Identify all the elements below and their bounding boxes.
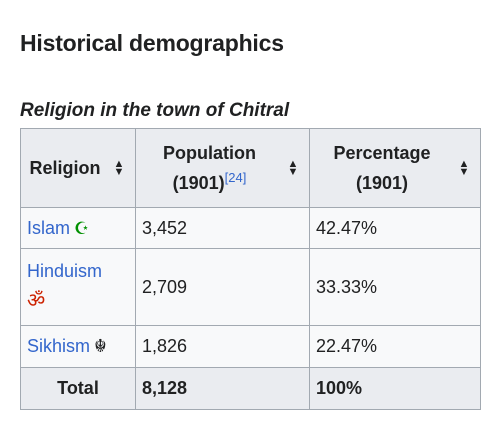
header-percentage-line1: Percentage [333,143,431,163]
table-row: Islam ☪ 3,452 42.47% [20,207,481,249]
om-icon: ॐ [27,290,46,312]
religion-link-sikhism[interactable]: Sikhism [27,336,91,356]
total-population: 8,128 [135,367,310,410]
population-cell: 3,452 [135,207,310,249]
header-religion[interactable]: Religion ▲ ▼ [20,128,136,208]
religion-table: Religion ▲ ▼ Population (1901)[24] ▲ ▼ Per… [20,128,481,410]
population-cell: 1,826 [135,325,310,368]
population-cell: 2,709 [135,248,310,326]
percentage-cell: 42.47% [309,207,481,249]
religion-link-hinduism[interactable]: Hinduism [27,261,103,281]
header-percentage-label: Percentage (1901) [310,138,454,198]
religion-cell: Islam ☪ [20,207,136,249]
khanda-icon: ☬ [94,336,107,356]
sort-icon[interactable]: ▲ ▼ [287,158,299,178]
total-label: Total [20,367,136,410]
percentage-cell: 33.33% [309,248,481,326]
reference-link[interactable]: [24] [224,170,247,185]
header-population[interactable]: Population (1901)[24] ▲ ▼ [135,128,310,208]
religion-table-container: Religion in the town of Chitral Religion… [20,98,481,410]
percentage-cell: 22.47% [309,325,481,368]
table-total-row: Total 8,128 100% [20,367,481,410]
religion-cell: Hinduism ॐ [20,248,136,326]
table-header-row: Religion ▲ ▼ Population (1901)[24] ▲ ▼ Per… [20,128,481,208]
table-caption: Religion in the town of Chitral [20,100,290,121]
header-population-line1: Population [163,143,256,163]
header-percentage[interactable]: Percentage (1901) ▲ ▼ [309,128,481,208]
header-population-line2: (1901) [172,173,225,193]
table-row: Sikhism ☬ 1,826 22.47% [20,325,481,368]
sort-icon[interactable]: ▲ ▼ [113,158,125,178]
header-percentage-line2: (1901) [355,173,409,193]
star-and-crescent-icon: ☪ [74,218,90,238]
header-religion-label: Religion [29,158,101,178]
sort-icon[interactable]: ▲ ▼ [458,158,470,178]
header-population-label: Population (1901)[24] [136,138,283,198]
section-title: Historical demographics [20,30,284,56]
total-percentage: 100% [309,367,481,410]
table-row: Hinduism ॐ 2,709 33.33% [20,248,481,326]
religion-cell: Sikhism ☬ [20,325,136,368]
religion-link-islam[interactable]: Islam [27,217,71,238]
